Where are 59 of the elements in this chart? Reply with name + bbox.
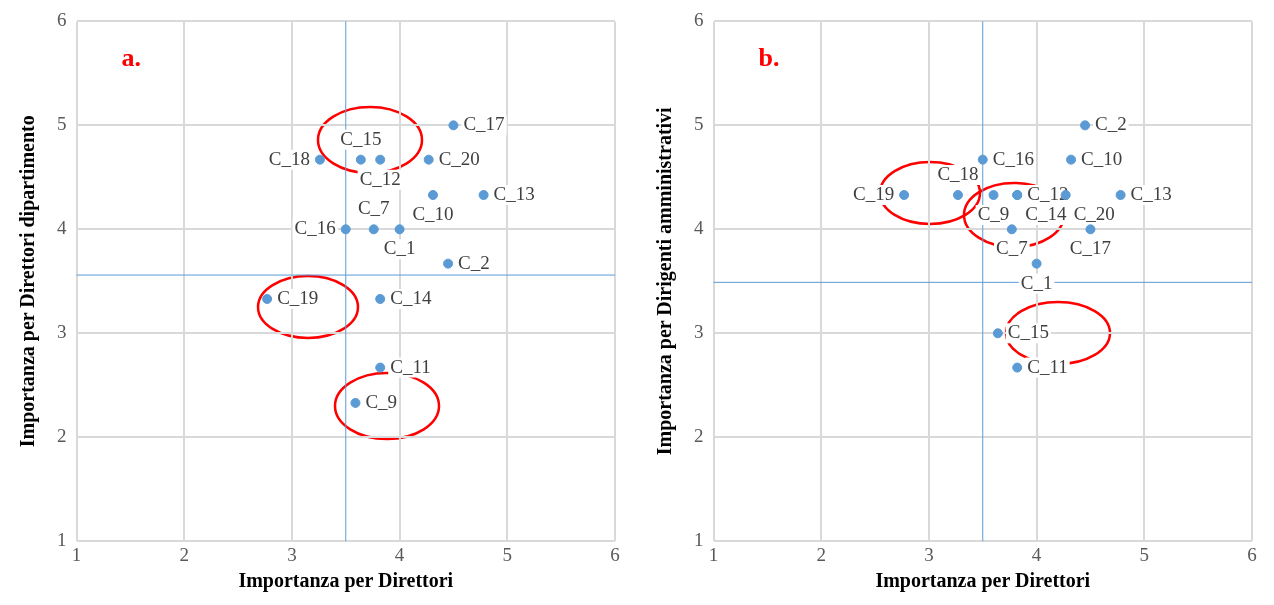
annotation: C_9: [365, 390, 398, 412]
y-tick-label: 6: [694, 9, 704, 31]
annotation: C_7: [995, 237, 1028, 259]
annotation: C_20: [1073, 203, 1115, 224]
y-tick-label: 2: [57, 425, 67, 447]
y-tick-label: 5: [57, 113, 67, 135]
annotation: C_11: [390, 355, 431, 377]
annotation: C_18: [268, 147, 310, 169]
annotation: C_13: [493, 183, 535, 204]
x-tick-label: 2: [179, 543, 189, 565]
x-tick-label: 3: [287, 543, 297, 565]
x-axis-title: Importanza per Direttori: [875, 569, 1091, 593]
annotation: C_10: [412, 203, 454, 224]
y-tick-label: 3: [57, 321, 67, 343]
annotation: C_16: [294, 217, 336, 239]
annotation: C_20: [438, 147, 480, 169]
y-axis-title: Importanza per Dirigenti amministrativi: [653, 106, 677, 456]
annotation: C_19: [277, 286, 319, 308]
annotation: C_9: [977, 203, 1010, 224]
text: b.: [758, 43, 780, 73]
y-tick-label: 1: [57, 529, 67, 551]
x-tick-label: 1: [71, 543, 82, 565]
x-tick-label: 4: [394, 543, 405, 565]
x-tick-label: 4: [1031, 543, 1042, 565]
x-tick-label: 5: [1139, 543, 1150, 565]
annotation: C_14: [390, 286, 432, 308]
x-tick-label: 1: [708, 543, 719, 565]
annotation: C_14: [1025, 203, 1067, 224]
x-tick-label: 6: [1247, 543, 1257, 565]
y-tick-label: 2: [694, 425, 704, 447]
annotation: C_7: [357, 197, 390, 219]
y-axis-title: Importanza per Direttori dipartimento: [16, 115, 40, 448]
annotation: C_17: [1069, 237, 1112, 259]
x-axis-title: Importanza per Direttori: [238, 569, 454, 593]
annotation: C_1: [1020, 271, 1053, 293]
annotation: C_15: [1007, 321, 1050, 343]
annotation: C_15: [340, 127, 382, 149]
annotation: C_1: [383, 237, 416, 259]
annotation: C_2: [458, 251, 490, 273]
annotation: C_16: [992, 147, 1034, 169]
x-tick-label: 6: [610, 543, 620, 565]
y-tick-label: 3: [694, 321, 704, 343]
y-tick-label: 4: [694, 217, 704, 239]
text: a.: [121, 43, 141, 73]
y-tick-label: 1: [694, 529, 704, 551]
x-tick-label: 2: [816, 543, 826, 565]
annotation: C_18: [937, 163, 979, 184]
annotation: C_17: [463, 113, 505, 135]
y-tick-label: 4: [57, 217, 67, 239]
x-tick-label: 5: [502, 543, 513, 565]
y-tick-label: 6: [57, 9, 67, 31]
annotation: C_13: [1130, 183, 1172, 204]
annotation: C_2: [1095, 113, 1127, 135]
annotation: C_12: [359, 167, 401, 189]
annotation: C_11: [1027, 355, 1068, 377]
annotation: C_10: [1081, 147, 1123, 169]
y-tick-label: 5: [694, 113, 704, 135]
annotation: C_19: [852, 183, 895, 204]
x-tick-label: 3: [924, 543, 934, 565]
